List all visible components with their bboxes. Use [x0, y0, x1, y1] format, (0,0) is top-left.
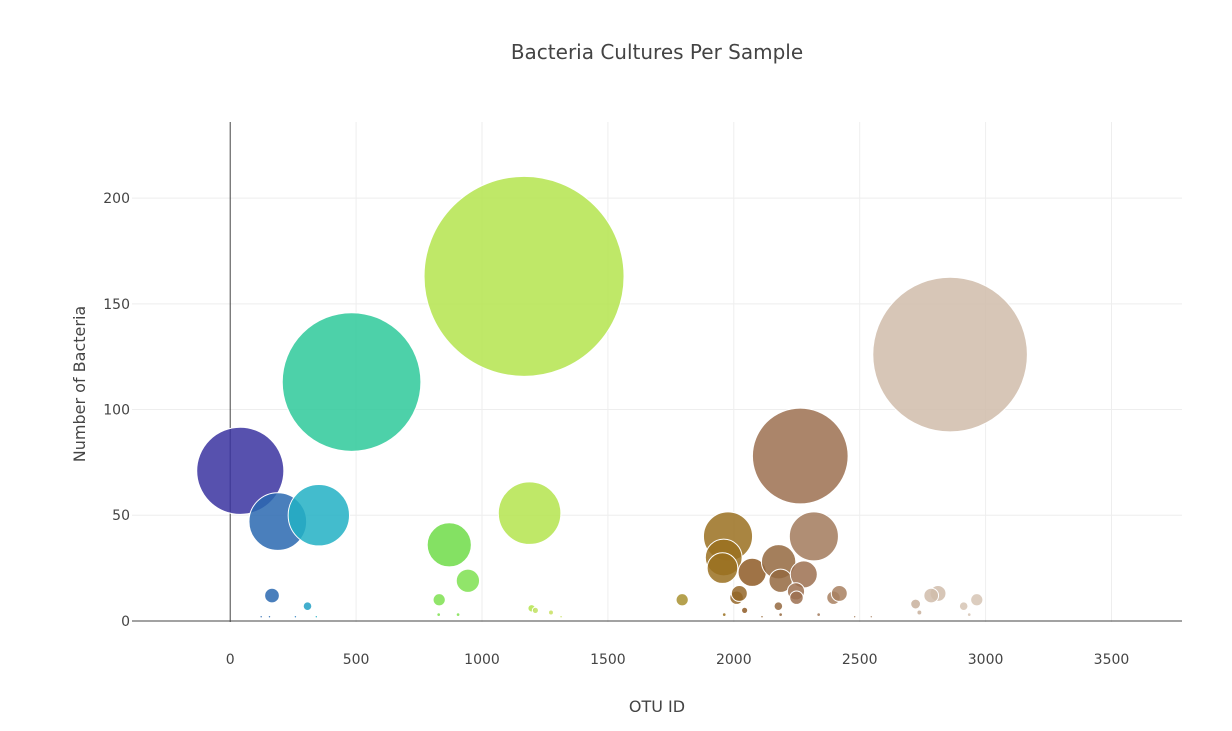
bubble-point[interactable]	[773, 601, 784, 611]
y-tick-label: 100	[103, 403, 130, 419]
bubble-point[interactable]	[966, 612, 972, 617]
bubble-point[interactable]	[314, 614, 319, 619]
bubble-point[interactable]	[816, 612, 821, 617]
bubble-point[interactable]	[789, 590, 804, 605]
bubble-point[interactable]	[455, 612, 461, 617]
x-tick-label: 1500	[590, 652, 626, 668]
bubble-point[interactable]	[741, 606, 749, 614]
bubble-point[interactable]	[778, 612, 783, 617]
bubble-point[interactable]	[751, 407, 849, 505]
bubble-point[interactable]	[455, 568, 481, 593]
x-tick-label: 2000	[716, 652, 752, 668]
x-tick-label: 0	[226, 652, 235, 668]
bubble-point[interactable]	[872, 276, 1028, 433]
bubble-point[interactable]	[264, 587, 280, 604]
chart-title: Bacteria Cultures Per Sample	[511, 40, 803, 64]
x-tick-label: 3000	[968, 652, 1004, 668]
bubble-point[interactable]	[910, 598, 922, 610]
bubble-point[interactable]	[436, 612, 442, 617]
x-tick-label: 1000	[464, 652, 500, 668]
bubble-point[interactable]	[426, 522, 472, 568]
bubble-point[interactable]	[675, 593, 689, 607]
x-tick-labels: 0 500 1000 1500 2000 2500 3000 3500	[226, 652, 1130, 668]
bubble-point[interactable]	[497, 481, 562, 545]
bubble-point[interactable]	[259, 614, 263, 619]
y-tick-label: 0	[121, 614, 130, 630]
y-tick-label: 50	[112, 508, 130, 524]
bubble-point[interactable]	[923, 587, 940, 604]
bubble-point[interactable]	[423, 175, 625, 377]
bubble-point[interactable]	[760, 614, 764, 619]
x-axis-label: OTU ID	[629, 697, 685, 716]
bubble-point[interactable]	[788, 511, 839, 562]
y-tick-labels: 0 50 100 150 200	[103, 191, 130, 630]
bubble-point[interactable]	[730, 584, 748, 602]
bubble-point[interactable]	[287, 484, 351, 547]
bubbles-layer	[196, 175, 1028, 619]
x-tick-label: 3500	[1094, 652, 1130, 668]
x-tick-label: 500	[343, 652, 370, 668]
bubble-point[interactable]	[559, 614, 563, 619]
y-axis-label: Number of Bacteria	[70, 306, 89, 462]
bubble-point[interactable]	[970, 593, 984, 607]
bubble-point[interactable]	[196, 426, 285, 515]
bubble-point[interactable]	[281, 312, 422, 452]
bubble-point[interactable]	[852, 614, 857, 619]
bubble-point[interactable]	[548, 609, 554, 616]
bubble-point[interactable]	[706, 552, 739, 584]
bubble-point[interactable]	[830, 584, 848, 602]
bubble-point[interactable]	[958, 601, 969, 611]
x-tick-label: 2500	[842, 652, 878, 668]
bubble-point[interactable]	[302, 601, 313, 611]
bubble-point[interactable]	[916, 609, 923, 616]
bubble-point[interactable]	[432, 593, 446, 607]
bubble-point[interactable]	[531, 606, 539, 614]
y-tick-label: 200	[103, 191, 130, 207]
y-tick-label: 150	[103, 297, 130, 313]
bubble-point[interactable]	[869, 614, 874, 619]
bubble-point[interactable]	[721, 612, 727, 617]
bubble-point[interactable]	[293, 614, 298, 619]
bubble-point[interactable]	[267, 614, 272, 619]
